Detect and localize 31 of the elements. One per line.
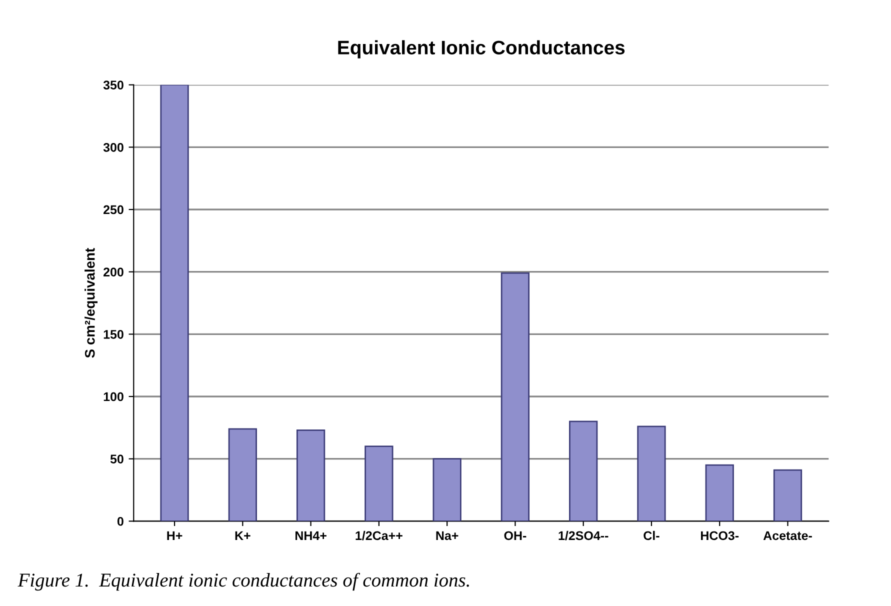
bar [160,84,189,522]
x-tick-label: 1/2SO4-- [558,530,608,540]
chart-title: Equivalent Ionic Conductances [338,40,625,58]
x-tick-label: Na+ [436,531,458,540]
y-tick-label: 0 [117,516,124,526]
x-tick-label: Cl- [644,530,660,540]
y-tick-label: 50 [110,454,124,464]
y-tick-label: 100 [104,392,124,402]
caption: Figure 1. Equivalent ionic conductances of common ions. [18,572,469,591]
x-tick-label: 1/2Ca++ [356,530,402,540]
bar [637,426,666,522]
bar [569,420,598,522]
y-tick-label: 350 [103,80,124,90]
x-tick-label: K+ [235,531,250,540]
y-tick-label: 250 [104,205,124,214]
x-tick-label: H+ [167,531,182,540]
x-tick-label: Acetate- [763,531,812,540]
x-tick-label: NH4+ [295,531,326,540]
y-tick-label: 150 [104,330,124,339]
bar [705,464,734,522]
x-tick-label: OH- [504,531,526,540]
bar [364,446,394,522]
y-axis-title: S cm²/equivalent [84,248,98,358]
bar [773,469,802,522]
y-tick-label: 300 [103,142,124,152]
bar [432,458,462,522]
bar [500,272,530,522]
y-tick-label: 200 [104,268,124,276]
bar [296,429,326,522]
bar [228,428,257,522]
x-tick-label: HCO3- [701,531,739,540]
